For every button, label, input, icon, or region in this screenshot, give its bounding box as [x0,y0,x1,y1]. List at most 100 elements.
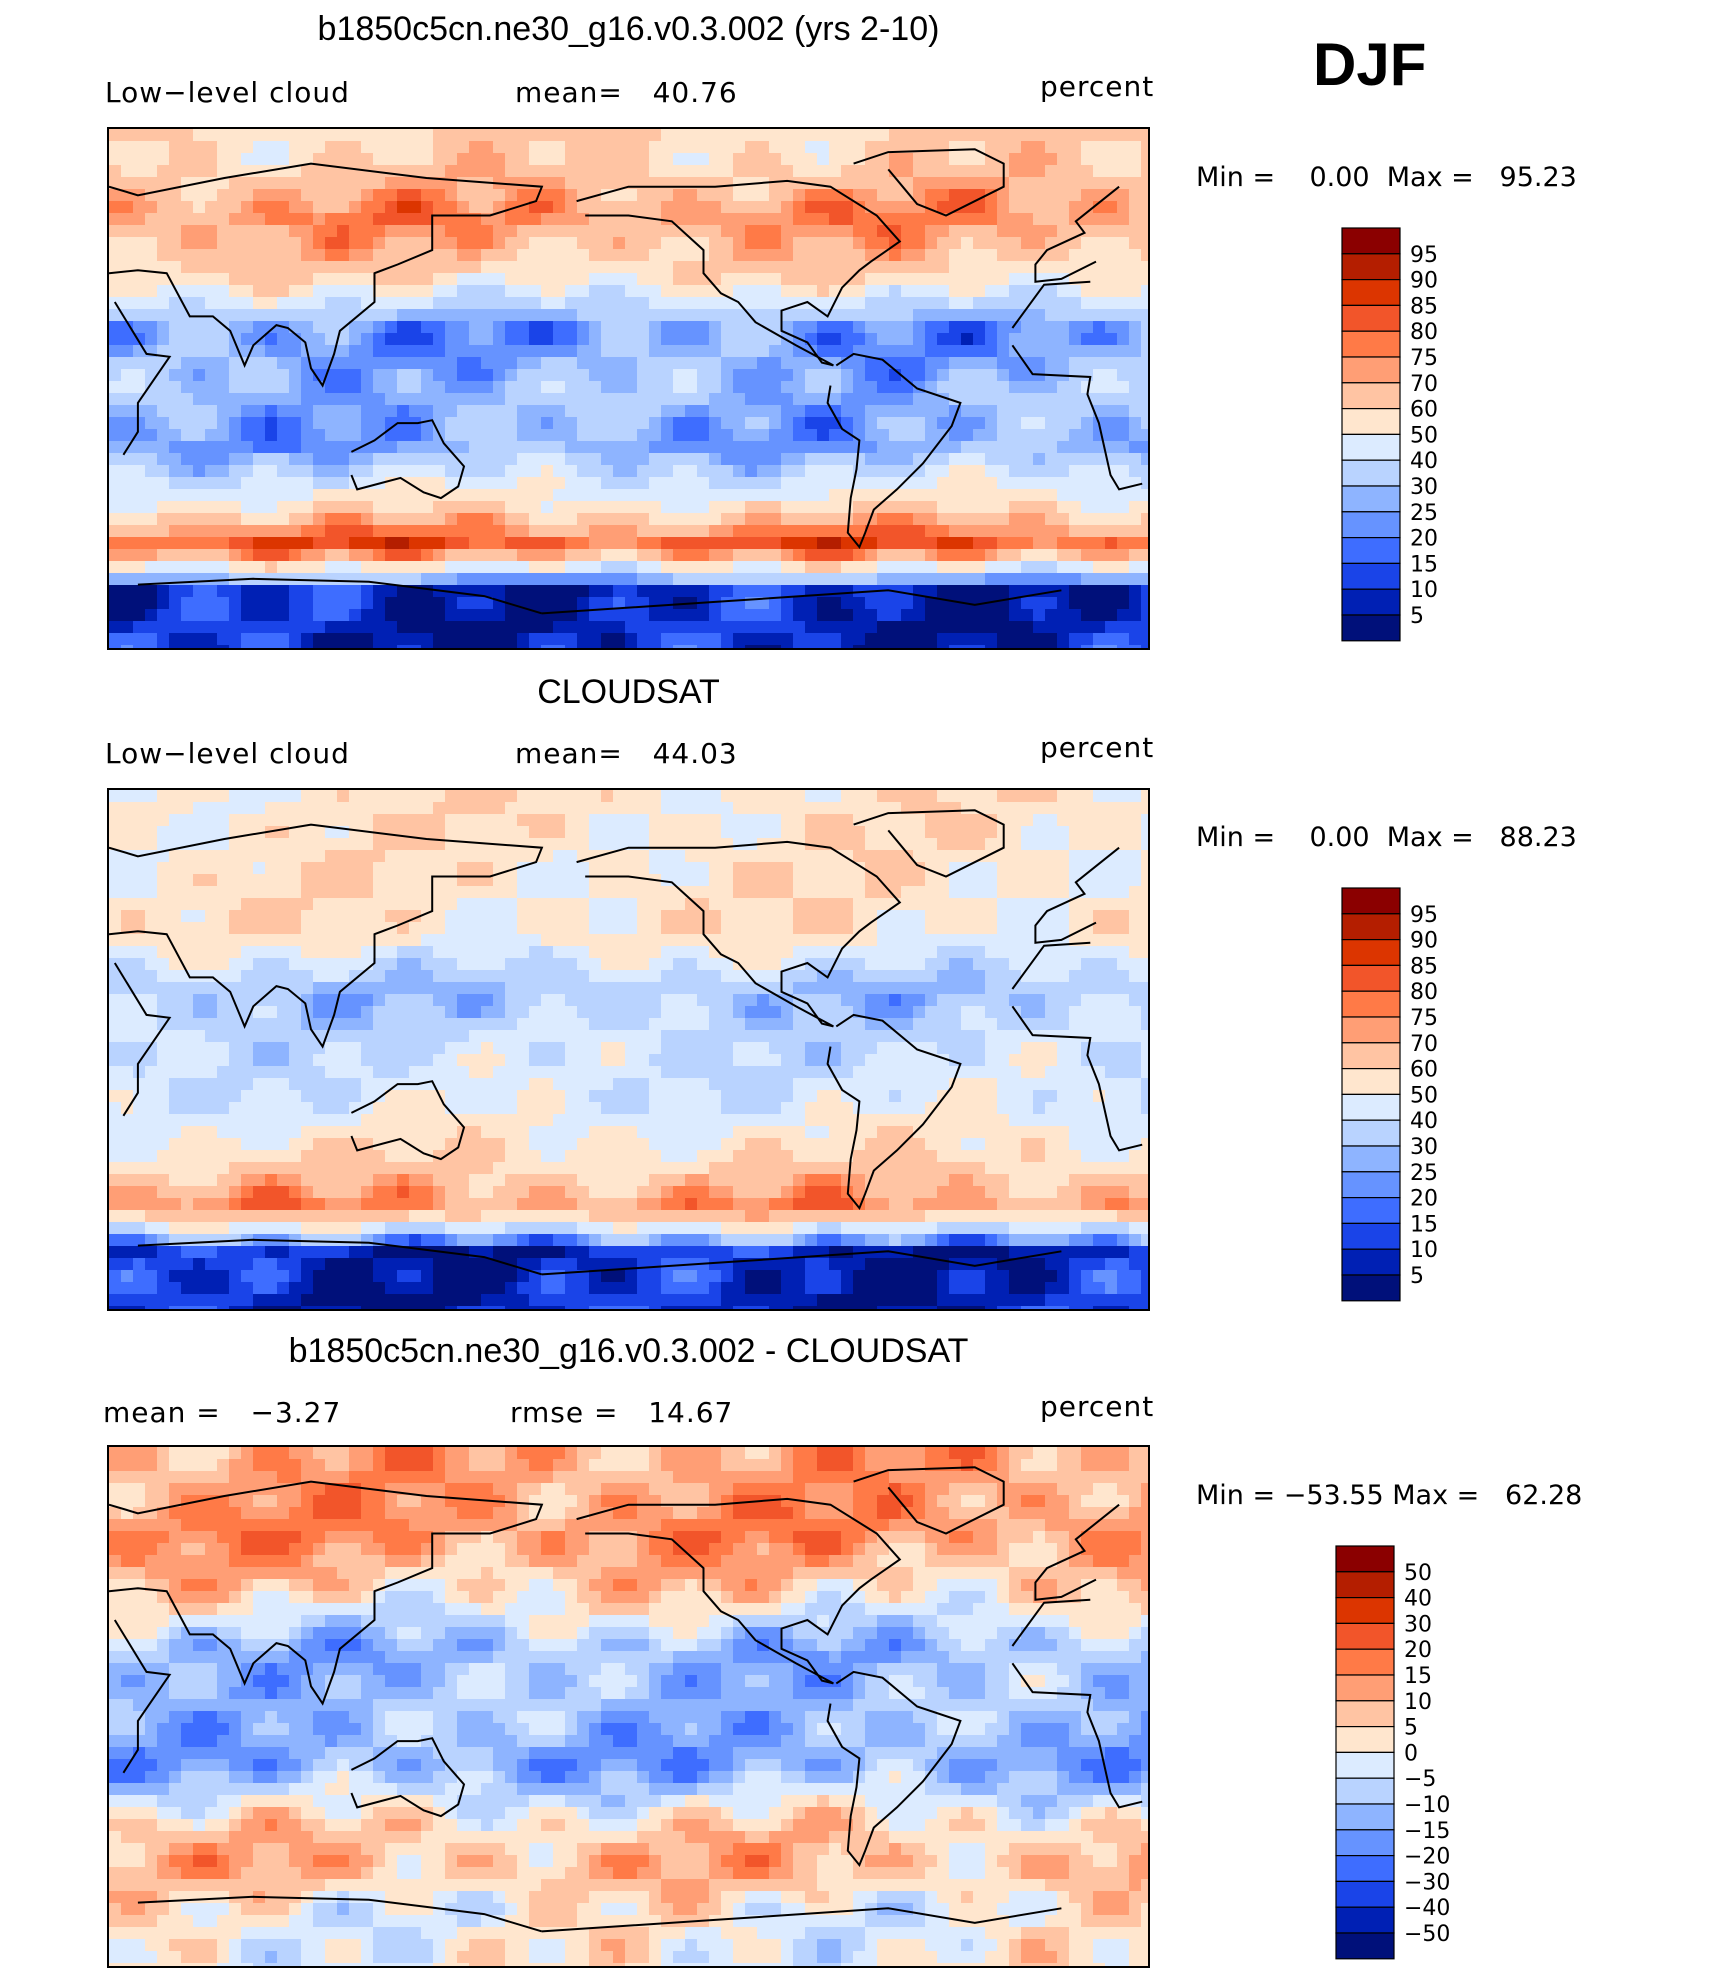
colorbar-1-box-5 [1341,356,1401,384]
coastline-greenland [853,148,1005,217]
panel-1-min-value: 0.00 [1309,162,1370,193]
colorbar-3-box-14 [1335,1906,1395,1934]
colorbar-2-label-8: 40 [1410,1109,1438,1134]
panel-2-contour-map [109,790,1148,1309]
coastline-africa-2 [1011,941,1091,990]
panel-3-contour-map [109,1447,1148,1966]
colorbar-3-box-0 [1335,1545,1395,1573]
colorbar-2-box-14 [1341,1248,1401,1276]
colorbar-1-label-10: 25 [1410,501,1438,526]
colorbar-1-box-7 [1341,408,1401,436]
colorbar-3-box-4 [1335,1648,1395,1676]
coastline-samerica [826,1013,962,1211]
colorbar-2-label-2: 85 [1410,954,1438,979]
colorbar-3-label-9: −10 [1404,1793,1450,1818]
colorbar-1-label-5: 70 [1410,372,1438,397]
colorbar-1-label-1: 90 [1410,269,1438,294]
colorbar-2-label-12: 15 [1410,1212,1438,1237]
colorbar-2-box-2 [1341,938,1401,966]
panel-2-variable-label: Low−level cloud [105,737,350,770]
coastline-namerica [576,179,902,367]
panel-1-mean-label: mean= 40.76 [515,76,738,109]
colorbar-1-label-6: 60 [1410,398,1438,423]
coastline-antarctica [541,589,1062,615]
coastline-australia [350,1737,466,1818]
colorbar-3-box-5 [1335,1674,1395,1702]
colorbar-1-label-4: 75 [1410,346,1438,371]
panel-3-map [107,1445,1150,1968]
colorbar-2-box-7 [1341,1068,1401,1096]
panel-2-map [107,788,1150,1311]
colorbar-1-label-12: 15 [1410,552,1438,577]
colorbar-3-box-9 [1335,1777,1395,1805]
coastline-antarctica [541,1250,1062,1276]
panel-1-units: percent [1040,70,1155,103]
colorbar-1-box-1 [1341,253,1401,281]
colorbar-2-label-5: 70 [1410,1032,1438,1057]
colorbar-2-box-11 [1341,1171,1401,1199]
colorbar-2-label-4: 75 [1410,1006,1438,1031]
colorbar-1-box-8 [1341,433,1401,461]
colorbar-3-box-3 [1335,1622,1395,1650]
colorbar-1-box-0 [1341,227,1401,255]
colorbar-1-label-0: 95 [1410,243,1438,268]
colorbar-2-box-13 [1341,1222,1401,1250]
colorbar-3-box-11 [1335,1829,1395,1857]
coastline-samerica [826,1670,962,1868]
panel-3-units: percent [1040,1390,1155,1423]
coastline-africa-1 [113,962,172,1117]
colorbar-2-label-0: 95 [1410,903,1438,928]
coastline-africa [1011,1005,1143,1152]
panel-1-max-value: 95.23 [1499,162,1577,193]
colorbar-2-box-10 [1341,1145,1401,1173]
colorbar-3-label-5: 10 [1404,1690,1432,1715]
panel-1-mean-value: 40.76 [652,76,738,109]
panel-3-rmse-label: rmse = 14.67 [510,1396,734,1429]
colorbar-1-box-12 [1341,537,1401,565]
colorbar-1-box-15 [1341,614,1401,642]
colorbar-1-box-14 [1341,588,1401,616]
coastline-africa-1 [113,301,172,456]
colorbar-1-box-9 [1341,459,1401,487]
colorbar-3-box-6 [1335,1700,1395,1728]
colorbar-3-box-7 [1335,1726,1395,1754]
colorbar-1-label-2: 85 [1410,294,1438,319]
panel-1-contour-map [109,129,1148,648]
panel-3-minmax: Min = −53.55 Max = 62.28 [1196,1480,1583,1511]
colorbar-3-label-0: 50 [1404,1561,1432,1586]
colorbar-2-box-8 [1341,1093,1401,1121]
coastline-eurasia [109,823,544,1049]
coastline-greenland [853,1466,1005,1535]
colorbar-1-box-6 [1341,382,1401,410]
colorbar-1-box-2 [1341,278,1401,306]
colorbar-2-box-9 [1341,1119,1401,1147]
colorbar-3-box-10 [1335,1803,1395,1831]
coastline-eurasia-1 [1034,846,1120,944]
panel-3-min-value: −53.55 [1283,1480,1384,1511]
panel-2-mean-label: mean= 44.03 [515,737,738,770]
coastline-australia [350,1080,466,1161]
colorbar-3-box-1 [1335,1571,1395,1599]
coastline-africa [1011,344,1143,491]
colorbar-1-box-10 [1341,485,1401,513]
colorbar-3-label-7: 0 [1404,1741,1418,1766]
colorbar-2-label-1: 90 [1410,929,1438,954]
colorbar-3-label-4: 15 [1404,1664,1432,1689]
coastline-australia [350,419,466,500]
coastline-africa-2 [1011,1598,1091,1647]
coastline-eurasia [109,162,544,388]
colorbar-1-box-13 [1341,562,1401,590]
colorbar-1-label-3: 80 [1410,320,1438,345]
panel-3-rmse-value: 14.67 [648,1396,734,1429]
coastline-namerica [576,840,902,1028]
colorbar-2-label-11: 20 [1410,1187,1438,1212]
colorbar-3-box-15 [1335,1932,1395,1960]
colorbar-2-label-9: 30 [1410,1135,1438,1160]
colorbar-1-label-14: 5 [1410,604,1424,629]
panel-2-title: CLOUDSAT [537,673,720,711]
coastline-greenland [853,809,1005,878]
panel-2-minmax: Min = 0.00 Max = 88.23 [1196,822,1577,853]
coastline-africa-1 [113,1619,172,1774]
colorbar-2-box-3 [1341,964,1401,992]
